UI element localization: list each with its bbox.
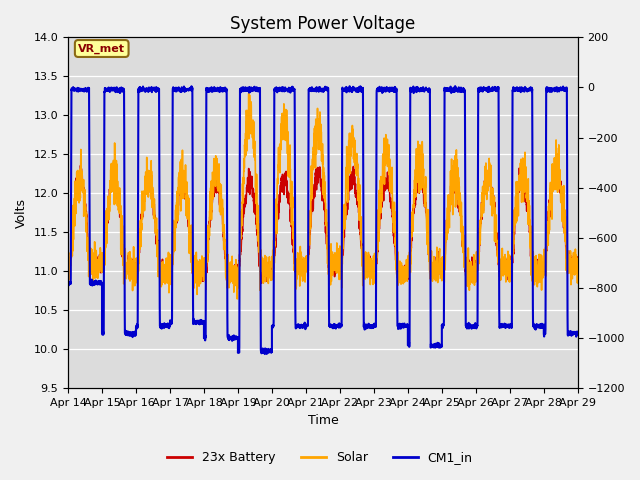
23x Battery [123,271,131,277]
Solar [153,215,161,221]
23x Battery [564,261,572,266]
CM1_in [153,84,161,90]
CM1_in [564,330,572,336]
Solar [260,262,268,267]
23x Battery [232,283,240,288]
23x Battery [64,261,72,267]
23x Battery [509,240,517,246]
Line: CM1_in: CM1_in [68,86,578,354]
Solar [509,214,517,219]
Y-axis label: Volts: Volts [15,198,28,228]
CM1_in [509,86,517,92]
Solar [234,296,241,302]
CM1_in [282,86,290,92]
CM1_in [451,83,459,89]
23x Battery [153,240,161,245]
Solar [64,270,72,276]
CM1_in [122,332,130,338]
Title: System Power Voltage: System Power Voltage [230,15,415,33]
CM1_in [574,332,582,337]
Solar [282,138,290,144]
Solar [122,276,130,282]
Line: 23x Battery: 23x Battery [68,166,578,286]
CM1_in [260,348,268,353]
Solar [245,91,253,96]
Line: Solar: Solar [68,94,578,299]
23x Battery [77,163,84,168]
23x Battery [574,258,582,264]
X-axis label: Time: Time [308,414,339,427]
Solar [564,264,572,270]
Text: VR_met: VR_met [78,43,125,54]
CM1_in [261,351,269,357]
23x Battery [282,180,290,186]
CM1_in [64,280,72,286]
Solar [574,269,582,275]
Legend: 23x Battery, Solar, CM1_in: 23x Battery, Solar, CM1_in [163,446,477,469]
23x Battery [260,265,268,271]
